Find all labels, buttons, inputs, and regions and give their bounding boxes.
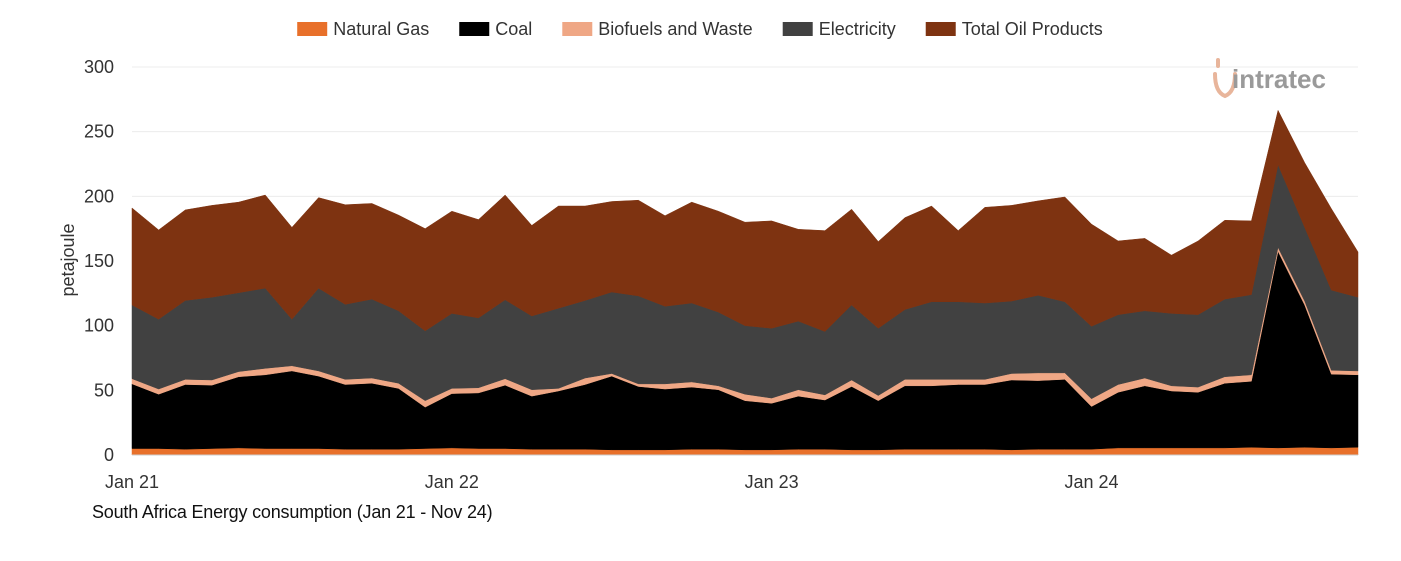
y-axis: 0 50 100 150 200 250 300 <box>84 57 114 465</box>
legend-swatch <box>459 22 490 36</box>
y-tick-label: 200 <box>84 186 114 206</box>
legend-label: Natural Gas <box>333 19 429 39</box>
y-tick-label: 150 <box>84 251 114 271</box>
legend-item-electricity[interactable]: Electricity <box>782 19 896 39</box>
y-axis-title: petajoule <box>58 223 78 296</box>
y-tick-label: 250 <box>84 122 114 142</box>
legend-label: Coal <box>495 19 532 39</box>
legend-item-natural-gas[interactable]: Natural Gas <box>297 19 429 39</box>
y-tick-label: 0 <box>104 445 114 465</box>
legend-label: Biofuels and Waste <box>598 19 752 39</box>
legend: Natural Gas Coal Biofuels and Waste Electri… <box>297 19 1103 39</box>
y-tick-label: 300 <box>84 57 114 77</box>
y-tick-label: 100 <box>84 316 114 336</box>
legend-swatch <box>925 22 956 36</box>
x-tick-label: Jan 24 <box>1064 472 1118 492</box>
legend-swatch <box>782 22 813 36</box>
x-tick-label: Jan 23 <box>745 472 799 492</box>
legend-swatch <box>562 22 593 36</box>
x-tick-label: Jan 22 <box>425 472 479 492</box>
legend-item-biofuels-and-waste[interactable]: Biofuels and Waste <box>562 19 753 39</box>
legend-item-total-oil-products[interactable]: Total Oil Products <box>925 19 1103 39</box>
chart-caption: South Africa Energy consumption (Jan 21 … <box>92 502 493 522</box>
legend-label: Total Oil Products <box>962 19 1103 39</box>
legend-swatch <box>297 22 328 36</box>
watermark-text: intratec <box>1232 64 1326 94</box>
stacked-areas <box>131 109 1359 456</box>
x-axis: Jan 21 Jan 22 Jan 23 Jan 24 <box>105 454 1358 492</box>
x-tick-label: Jan 21 <box>105 472 159 492</box>
intratec-logo: intratec <box>1212 52 1362 108</box>
legend-item-coal[interactable]: Coal <box>459 19 532 39</box>
y-tick-label: 50 <box>94 380 114 400</box>
logo-mark-icon <box>1213 58 1237 99</box>
area-total-oil-products <box>131 109 1359 332</box>
legend-label: Electricity <box>819 19 896 39</box>
